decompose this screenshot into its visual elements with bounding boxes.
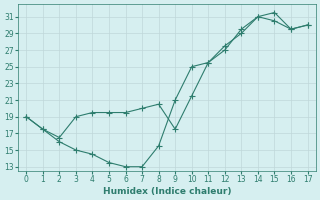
X-axis label: Humidex (Indice chaleur): Humidex (Indice chaleur) bbox=[103, 187, 231, 196]
